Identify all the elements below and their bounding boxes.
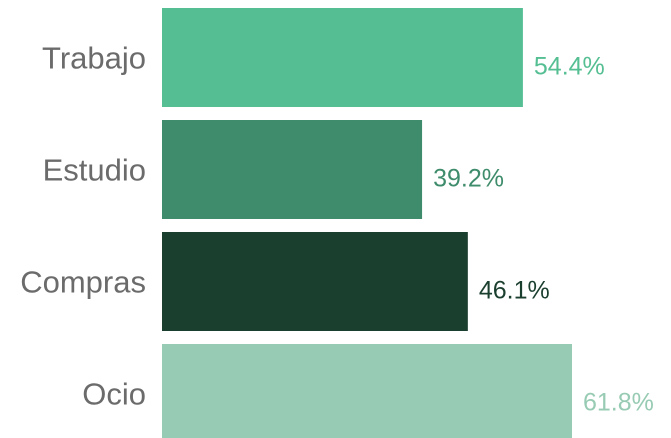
bar-trabajo [162, 8, 523, 107]
bar-ocio [162, 344, 572, 438]
category-label-estudio: Estudio [43, 153, 146, 188]
value-label-ocio: 61.8% [583, 389, 654, 417]
value-label-estudio: 39.2% [433, 165, 504, 193]
value-label-compras: 46.1% [479, 277, 550, 305]
category-label-compras: Compras [20, 265, 146, 300]
value-label-trabajo: 54.4% [534, 53, 605, 81]
bar-estudio [162, 120, 423, 219]
category-label-trabajo: Trabajo [42, 41, 146, 76]
category-label-ocio: Ocio [82, 377, 146, 412]
bar-compras [162, 232, 468, 331]
